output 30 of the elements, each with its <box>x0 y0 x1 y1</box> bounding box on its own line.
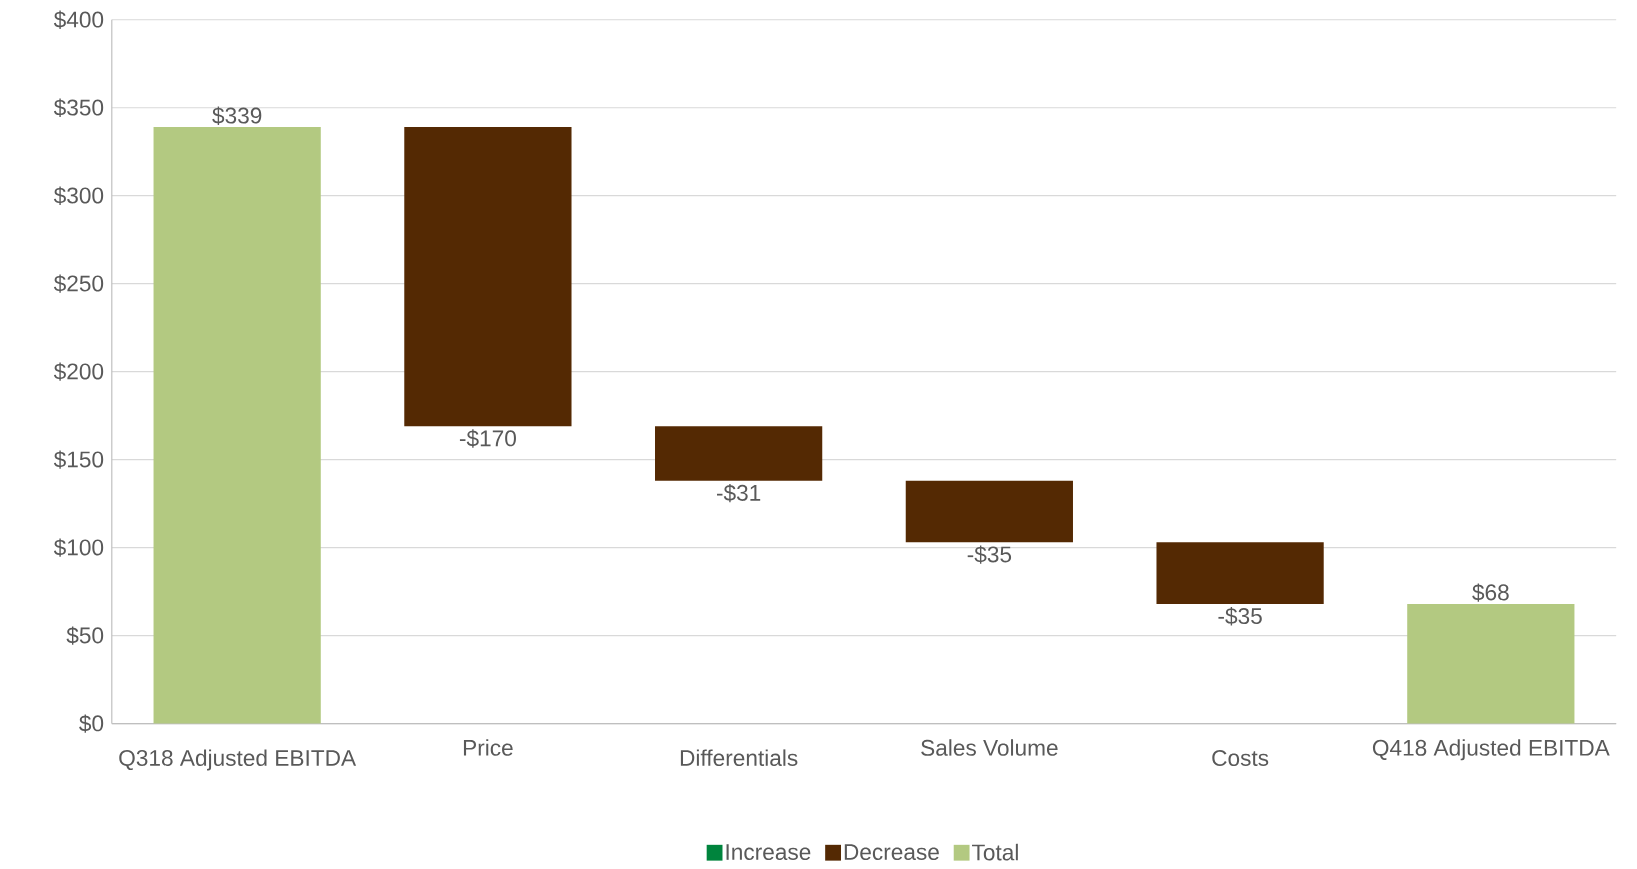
bar <box>153 127 321 724</box>
data-label: -$170 <box>459 429 516 448</box>
y-tick-label: $100 <box>53 538 104 557</box>
bar <box>1407 603 1575 724</box>
x-tick-label: Sales Volume <box>921 739 1058 756</box>
data-label: $339 <box>212 106 262 125</box>
x-tick-label: Costs <box>1212 750 1269 767</box>
y-tick-label: $150 <box>53 450 104 469</box>
bar <box>905 480 1073 543</box>
legend-label: Increase <box>726 844 811 861</box>
y-tick-label: $300 <box>53 186 104 205</box>
y-tick-label: $50 <box>66 626 104 645</box>
y-tick-label: $250 <box>53 274 104 293</box>
legend-label: Decrease <box>844 844 939 861</box>
bar <box>404 127 572 427</box>
data-label: $68 <box>1472 583 1509 602</box>
data-label: -$35 <box>1218 607 1262 626</box>
legend-label: Total <box>972 843 1018 861</box>
x-tick-label: Differentials <box>680 749 798 767</box>
data-label: -$35 <box>967 545 1012 564</box>
x-tick-label: Price <box>463 739 513 756</box>
bar <box>655 426 823 481</box>
y-tick-label: $0 <box>79 714 104 733</box>
y-tick-label: $200 <box>53 362 104 381</box>
y-tick-label: $400 <box>53 10 104 29</box>
data-label: -$31 <box>716 483 761 503</box>
y-tick-label: $350 <box>53 98 104 117</box>
x-tick-label: Q318 Adjusted EBITDA <box>119 749 357 771</box>
x-tick-label: Q418 Adjusted EBITDA <box>1372 739 1610 761</box>
bar <box>1156 542 1324 604</box>
